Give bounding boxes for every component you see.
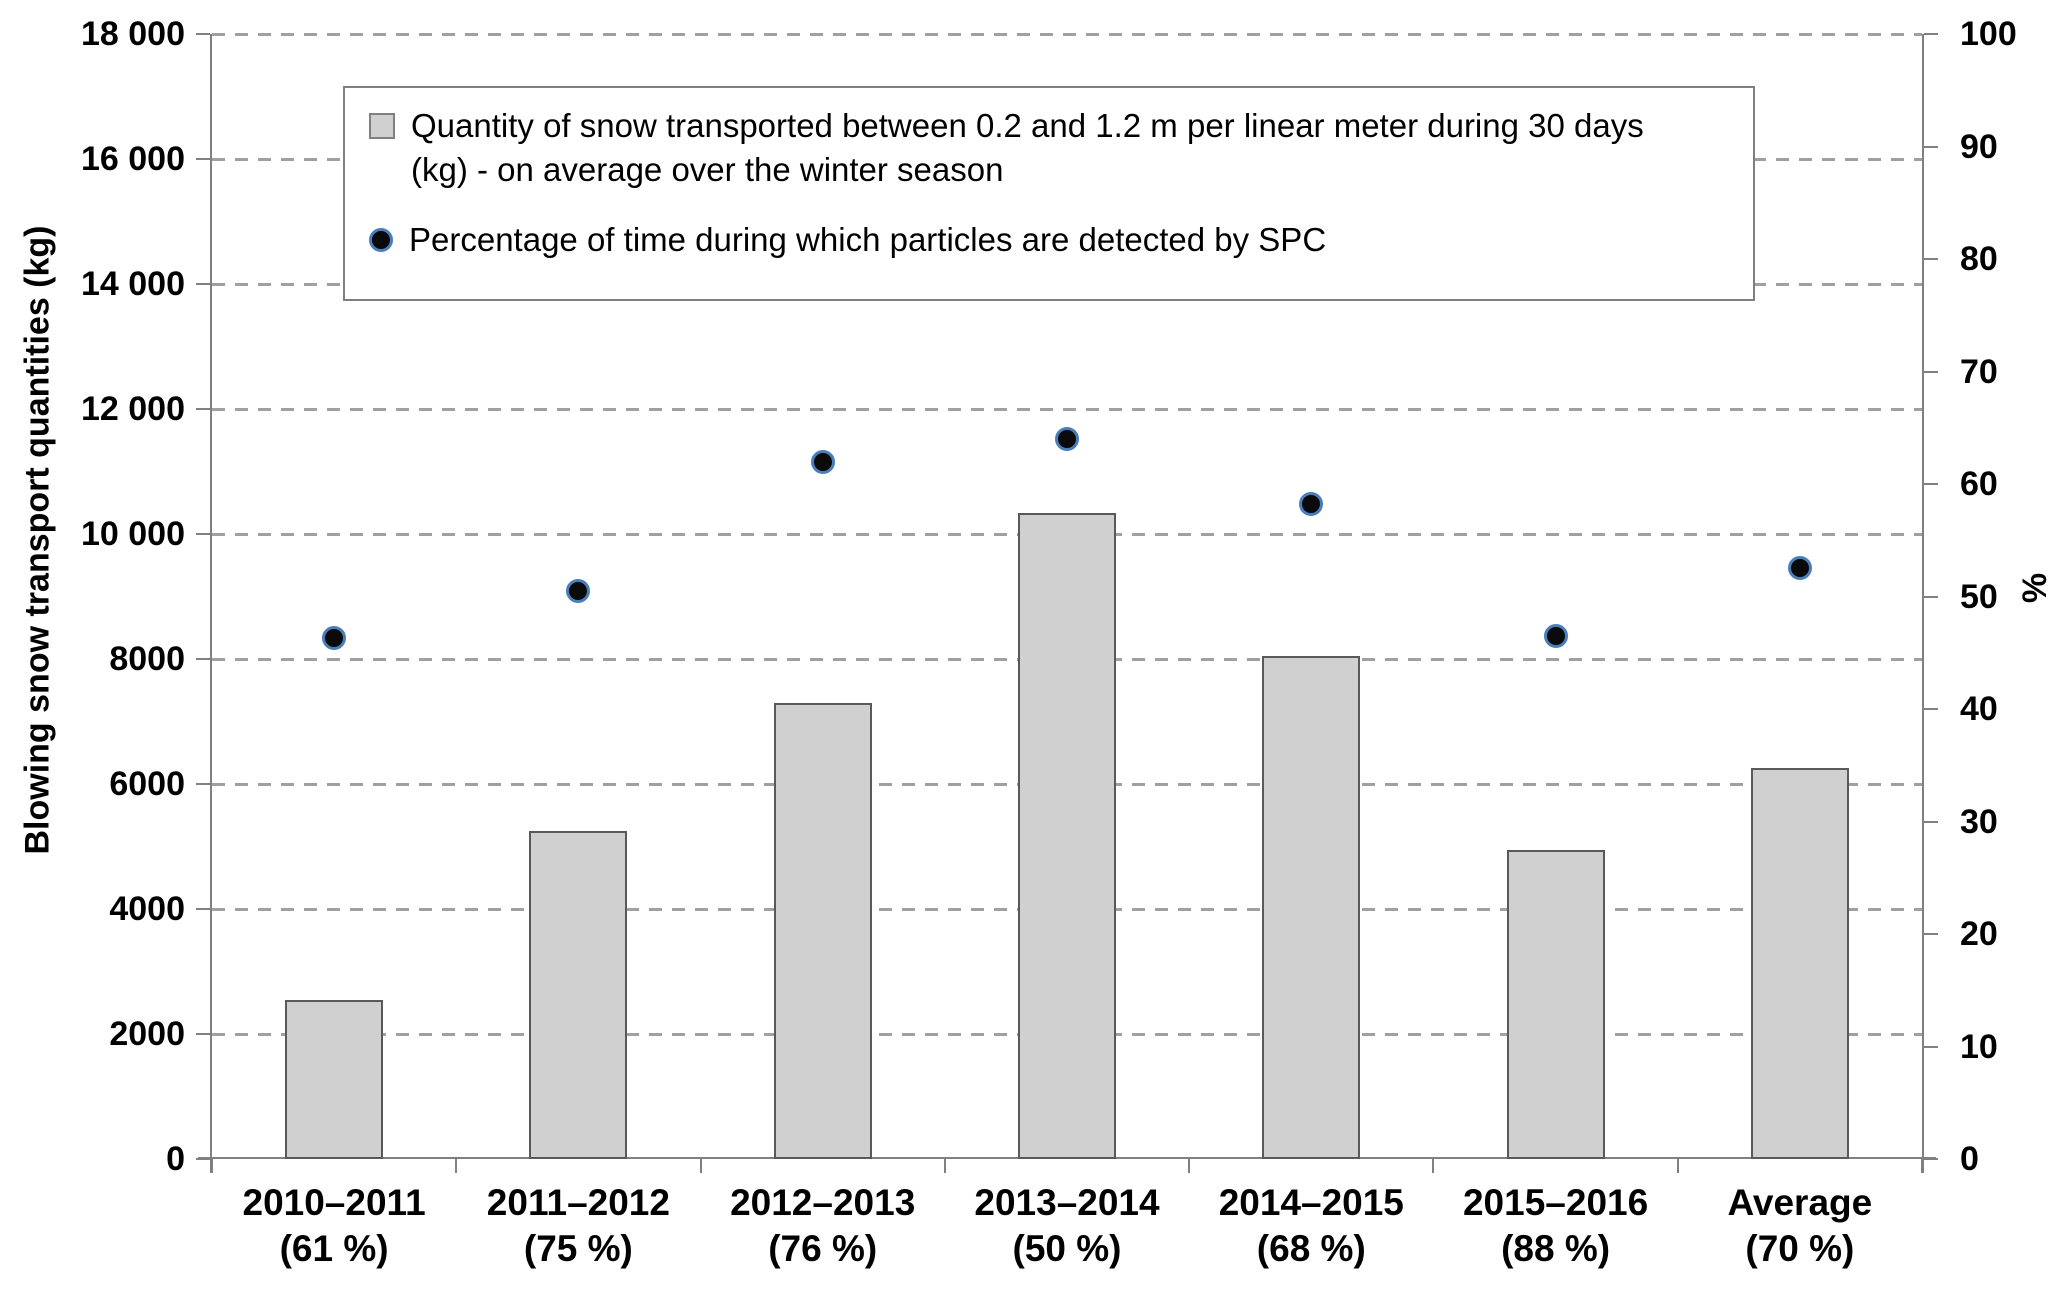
right-tick-label-40: 40 xyxy=(1960,690,1998,728)
bar-series-marker-icon xyxy=(369,113,395,139)
dot-2011–2012 xyxy=(566,578,591,603)
left-tick-4000 xyxy=(196,908,210,910)
bar-series-label: Quantity of snow transported between 0.2… xyxy=(411,107,1644,188)
left-tick-8000 xyxy=(196,658,210,660)
right-tick-label-0: 0 xyxy=(1960,1140,1979,1178)
x-tick-5 xyxy=(1432,1159,1435,1173)
x-label-season: 2010–2011 xyxy=(242,1182,426,1223)
right-axis-line xyxy=(1922,34,1924,1173)
bar-2010–2011 xyxy=(285,999,384,1159)
x-tick-3 xyxy=(943,1159,946,1173)
bar-2014–2015 xyxy=(1262,655,1361,1159)
x-label-2013–2014: 2013–2014 (50 %) xyxy=(937,1180,1197,1272)
x-tick-4 xyxy=(1188,1159,1191,1173)
dot-2012–2013 xyxy=(810,449,835,474)
right-tick-30 xyxy=(1924,820,1938,823)
left-tick-label-6000: 6000 xyxy=(109,765,185,803)
x-tick-0 xyxy=(211,1159,213,1173)
right-tick-label-100: 100 xyxy=(1960,15,2017,53)
left-tick-label-0: 0 xyxy=(166,1140,185,1178)
left-tick-label-18 000: 18 000 xyxy=(81,15,185,53)
right-tick-50 xyxy=(1924,595,1938,598)
left-tick-10 000 xyxy=(196,533,210,535)
left-tick-label-14 000: 14 000 xyxy=(81,265,185,303)
left-tick-label-2000: 2000 xyxy=(109,1015,185,1053)
dot-2014–2015 xyxy=(1299,492,1324,517)
right-tick-90 xyxy=(1924,145,1938,148)
legend-entry-scatter-series: Percentage of time during which particle… xyxy=(369,218,1733,262)
x-label-season: 2012–2013 xyxy=(730,1182,916,1223)
x-label-percentage: (76 %) xyxy=(768,1228,878,1269)
dot-2013–2014 xyxy=(1055,427,1079,451)
left-tick-label-12 000: 12 000 xyxy=(81,390,185,428)
left-tick-label-4000: 4000 xyxy=(109,890,185,928)
left-tick-12 000 xyxy=(196,408,210,410)
bar-2011–2012 xyxy=(529,830,628,1159)
dot-2015–2016 xyxy=(1543,623,1568,648)
x-label-2010–2011: 2010–2011 (61 %) xyxy=(204,1180,464,1272)
left-tick-14 000 xyxy=(196,283,210,285)
x-label-percentage: (50 %) xyxy=(1012,1228,1122,1269)
x-label-season: 2015–2016 xyxy=(1462,1182,1649,1223)
left-tick-label-16 000: 16 000 xyxy=(81,140,185,178)
x-label-percentage: (68 %) xyxy=(1256,1228,1366,1269)
left-tick-label-8000: 8000 xyxy=(109,640,185,678)
right-tick-0 xyxy=(1924,1158,1938,1160)
x-label-season: 2011–2012 xyxy=(486,1182,670,1223)
right-tick-label-10: 10 xyxy=(1960,1027,1998,1066)
x-tick-7 xyxy=(1921,1159,1923,1173)
right-tick-label-30: 30 xyxy=(1960,802,1998,841)
gridline-18000 xyxy=(212,33,1922,36)
right-tick-label-70: 70 xyxy=(1960,352,1998,391)
x-label-season: 2014–2015 xyxy=(1218,1182,1404,1223)
left-tick-18 000 xyxy=(196,33,210,35)
right-tick-label-60: 60 xyxy=(1960,465,1998,503)
left-axis-line xyxy=(210,34,212,1173)
x-label-2014–2015: 2014–2015 (68 %) xyxy=(1181,1180,1441,1272)
x-label-2011–2012: 2011–2012 (75 %) xyxy=(448,1180,708,1272)
right-tick-label-50: 50 xyxy=(1960,577,1998,616)
bar-2013–2014 xyxy=(1018,513,1116,1159)
left-tick-2000 xyxy=(196,1033,210,1035)
x-label-season: Average xyxy=(1727,1182,1873,1223)
right-tick-60 xyxy=(1924,483,1938,485)
x-tick-2 xyxy=(699,1159,702,1173)
x-label-percentage: (88 %) xyxy=(1501,1228,1611,1269)
x-label-percentage: (70 %) xyxy=(1745,1228,1855,1269)
right-tick-80 xyxy=(1924,258,1938,260)
bar-2015–2016 xyxy=(1506,849,1605,1159)
right-tick-label-80: 80 xyxy=(1960,240,1998,278)
right-tick-label-20: 20 xyxy=(1960,915,1998,953)
x-label-Average: Average (70 %) xyxy=(1670,1180,1930,1272)
legend-entry-bar-series: Quantity of snow transported between 0.2… xyxy=(369,104,1733,192)
x-tick-1 xyxy=(455,1159,458,1173)
right-tick-20 xyxy=(1924,933,1938,935)
right-tick-label-90: 90 xyxy=(1960,127,1998,166)
bar-Average xyxy=(1750,768,1849,1159)
scatter-series-label: Percentage of time during which particle… xyxy=(409,221,1327,258)
left-tick-label-10 000: 10 000 xyxy=(81,515,185,553)
gridline-12000 xyxy=(212,408,1922,411)
scatter-series-marker-icon xyxy=(369,228,393,252)
x-label-season: 2013–2014 xyxy=(974,1182,1160,1223)
right-tick-100 xyxy=(1924,33,1938,35)
x-label-percentage: (75 %) xyxy=(523,1228,633,1269)
x-label-2015–2016: 2015–2016 (88 %) xyxy=(1426,1180,1686,1272)
x-tick-6 xyxy=(1676,1159,1679,1173)
left-tick-16 000 xyxy=(196,158,210,160)
x-label-percentage: (61 %) xyxy=(279,1228,389,1269)
dot-Average xyxy=(1787,556,1812,581)
x-label-2012–2013: 2012–2013 (76 %) xyxy=(693,1180,953,1272)
right-tick-70 xyxy=(1924,370,1938,373)
right-tick-40 xyxy=(1924,708,1938,710)
left-tick-0 xyxy=(196,1158,210,1160)
left-tick-6000 xyxy=(196,783,210,785)
right-tick-10 xyxy=(1924,1045,1938,1048)
legend: Quantity of snow transported between 0.2… xyxy=(343,86,1755,301)
bar-2012–2013 xyxy=(773,702,872,1160)
dot-2010–2011 xyxy=(322,626,347,651)
